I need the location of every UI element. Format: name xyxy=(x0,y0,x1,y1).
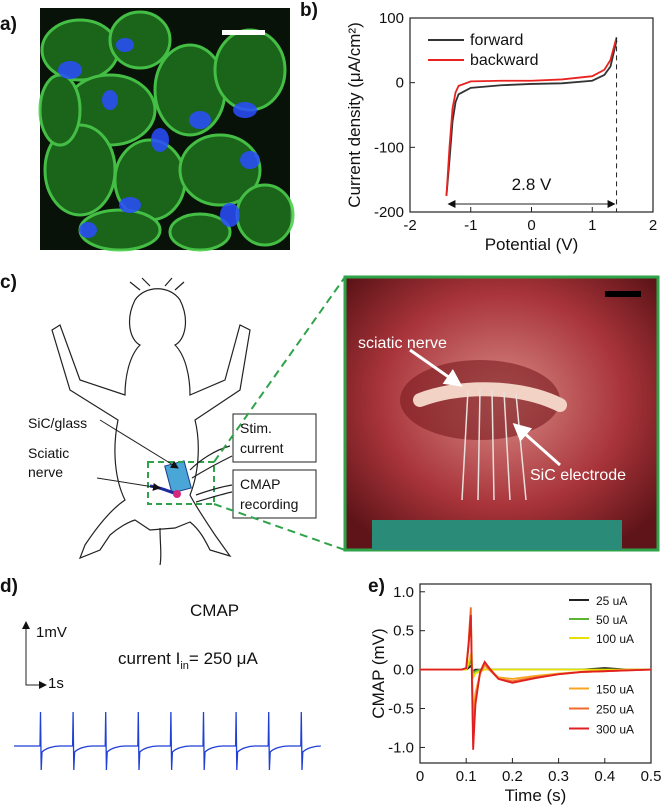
diagram-label: Stim. xyxy=(240,420,272,436)
legend-label: 50 uA xyxy=(596,613,627,627)
current-label: current Iin= 250 μA xyxy=(118,649,258,672)
trace-title: CMAP xyxy=(190,601,239,620)
series-line xyxy=(445,37,618,196)
panel-label: c) xyxy=(0,272,17,293)
series-line xyxy=(445,40,618,196)
legend-label: forward xyxy=(470,32,523,49)
plot-frame xyxy=(419,583,652,764)
x-tick-label: 0 xyxy=(416,768,424,785)
y-tick-label: 100 xyxy=(379,10,404,27)
y-axis-label: CMAP (mV) xyxy=(369,628,388,718)
annotation: 2.8 V xyxy=(512,175,552,194)
x-tick-label: 2 xyxy=(649,217,657,234)
current-value: = 250 μA xyxy=(189,649,259,668)
x-tick-label: -2 xyxy=(403,217,416,234)
series-line xyxy=(420,607,652,740)
x-tick-label: 0.1 xyxy=(456,768,477,785)
legend-label: 300 uA xyxy=(596,723,634,737)
panel-label: b) xyxy=(300,0,318,21)
photo-label: SiC electrode xyxy=(530,467,626,484)
current-subscript: in xyxy=(180,660,189,672)
scale-label: 1mV xyxy=(36,624,67,641)
x-tick-label: -1 xyxy=(464,217,477,234)
diagram-label: CMAP xyxy=(240,476,280,492)
series-line xyxy=(420,615,652,750)
panel-label: e) xyxy=(368,576,385,597)
y-tick-label: 0.0 xyxy=(393,662,414,679)
scale-label: 1s xyxy=(48,675,64,692)
x-tick-label: 1 xyxy=(588,217,596,234)
surgery-photo xyxy=(343,275,660,552)
y-tick-label: 1.0 xyxy=(393,584,414,601)
current-text: current I xyxy=(118,649,180,668)
x-axis-label: Time (s) xyxy=(505,786,567,805)
legend-label: 150 uA xyxy=(596,683,634,697)
x-tick-label: 0 xyxy=(527,217,535,234)
y-axis-label: Current density (μA/cm²) xyxy=(345,22,364,208)
diagram-label: SiC/glass xyxy=(28,415,87,431)
y-tick-label: -100 xyxy=(374,139,404,156)
x-tick-label: 0.5 xyxy=(641,768,662,785)
panel-label: a) xyxy=(0,14,17,35)
y-tick-label: -200 xyxy=(374,204,404,221)
cmap-trace xyxy=(14,711,321,771)
legend-label: 250 uA xyxy=(596,703,634,717)
diagram-label: Sciatic xyxy=(28,445,69,461)
x-tick-label: 0.3 xyxy=(548,768,569,785)
photo-label: sciatic nerve xyxy=(358,335,447,352)
diagram-label: recording xyxy=(240,496,298,512)
x-axis-label: Potential (V) xyxy=(485,235,579,254)
series-line xyxy=(420,653,651,681)
legend-label: 25 uA xyxy=(596,594,627,608)
microscopy-image xyxy=(38,8,295,252)
x-tick-label: 0.4 xyxy=(594,768,615,785)
y-tick-label: 0.5 xyxy=(393,623,414,640)
legend-label: 100 uA xyxy=(596,632,634,646)
panel-label: d) xyxy=(0,576,18,597)
diagram-label: current xyxy=(240,440,284,456)
mouse-diagram xyxy=(51,276,346,566)
x-tick-label: 0.2 xyxy=(502,768,523,785)
legend-label: backward xyxy=(470,52,538,69)
y-tick-label: 0 xyxy=(396,75,404,92)
y-tick-label: -1.0 xyxy=(388,739,414,756)
y-tick-label: -0.5 xyxy=(388,701,414,718)
series-line xyxy=(420,615,651,717)
scale-bar xyxy=(22,621,47,689)
diagram-label: nerve xyxy=(28,464,63,480)
